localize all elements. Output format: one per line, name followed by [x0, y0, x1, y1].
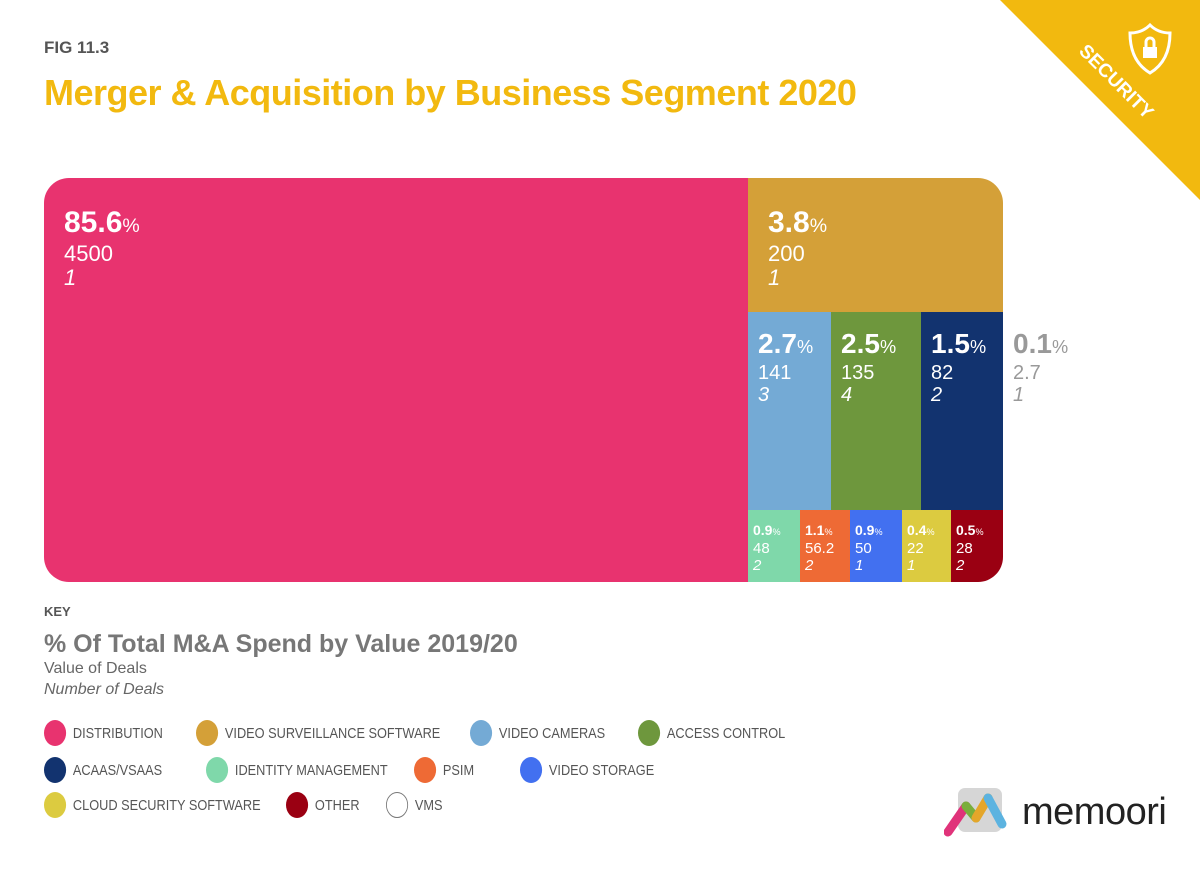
value-label: 82	[931, 362, 954, 384]
memoori-logo: memoori	[944, 786, 1167, 838]
value-label: 2.7	[1013, 362, 1041, 384]
deals-label: 1	[64, 265, 77, 291]
legend-swatch	[196, 720, 219, 746]
percent-label: 1.5%	[931, 328, 987, 359]
legend-label: OTHER	[314, 796, 360, 814]
value-label: 135	[841, 362, 875, 384]
legend-label: VIDEO CAMERAS	[498, 724, 606, 742]
security-badge: SECURITY	[1000, 0, 1200, 200]
legend-swatch	[470, 720, 493, 746]
legend-swatch	[414, 757, 437, 783]
percent-label: 0.1%	[1013, 328, 1069, 359]
percent-label: 0.5%	[956, 522, 984, 538]
value-label: 48	[753, 540, 770, 558]
treemap-cell-identity-management: 0.9% 48 2	[748, 510, 800, 582]
percent-label: 2.5%	[841, 328, 897, 359]
legend-swatch	[206, 757, 229, 783]
legend-item-access-control: ACCESS CONTROL	[638, 720, 785, 746]
legend-label: VIDEO STORAGE	[548, 761, 655, 779]
legend-item-video-surveillance-software: VIDEO SURVEILLANCE SOFTWARE	[196, 720, 440, 746]
legend-item-cloud-security-software: CLOUD SECURITY SOFTWARE	[44, 792, 261, 818]
legend-item-vms: VMS	[386, 792, 443, 818]
deals-label: 2	[805, 556, 814, 574]
deals-label: 1	[1013, 384, 1025, 406]
key-value-label: Value of Deals	[44, 660, 147, 677]
legend-label: ACCESS CONTROL	[666, 724, 786, 742]
deals-label: 2	[931, 384, 943, 406]
value-label: 56.2	[805, 540, 835, 558]
treemap-cell-video-cameras: 2.7% 141 3	[748, 312, 831, 510]
value-label: 50	[855, 540, 872, 558]
legend-swatch	[44, 720, 67, 746]
chart-title: Merger & Acquisition by Business Segment…	[44, 72, 857, 113]
legend-swatch	[638, 720, 661, 746]
deals-label: 1	[855, 556, 864, 574]
percent-label: 2.7%	[758, 328, 814, 359]
percent-label: 0.9%	[753, 522, 781, 538]
deals-label: 1	[768, 265, 781, 291]
percent-label: 85.6%	[64, 206, 140, 239]
shield-lock-icon	[1128, 22, 1172, 75]
treemap-cell-vms: 0.1% 2.7 1	[1003, 312, 1093, 510]
treemap-cell-acaas-vsaas: 1.5% 82 2	[921, 312, 1003, 510]
key-number-label: Number of Deals	[44, 681, 165, 698]
legend-swatch	[386, 792, 409, 818]
legend-swatch	[520, 757, 543, 783]
value-label: 22	[907, 540, 924, 558]
deals-label: 3	[758, 384, 770, 406]
treemap: 85.6% 4500 1 3.8% 200 1 2.7% 141 3 2.5% 135…	[44, 178, 1093, 582]
legend-swatch	[286, 792, 309, 818]
treemap-cell-video-surveillance-software: 3.8% 200 1	[748, 178, 1003, 312]
treemap-cell-other: 0.5% 28 2	[951, 510, 1003, 582]
percent-label: 1.1%	[805, 522, 833, 538]
treemap-cell-video-storage: 0.9% 50 1	[850, 510, 902, 582]
figure-label: FIG 11.3	[44, 38, 110, 57]
key-title: % Of Total M&A Spend by Value 2019/20	[44, 630, 518, 658]
legend-item-other: OTHER	[286, 792, 360, 818]
legend-item-identity-management: IDENTITY MANAGEMENT	[206, 757, 388, 783]
legend-label: VIDEO SURVEILLANCE SOFTWARE	[224, 724, 441, 742]
legend-item-video-cameras: VIDEO CAMERAS	[470, 720, 605, 746]
value-label: 28	[956, 540, 973, 558]
treemap-cell-distribution: 85.6% 4500 1	[44, 178, 748, 582]
legend-label: DISTRIBUTION	[72, 724, 163, 742]
treemap-cell-cloud-security-software: 0.4% 22 1	[902, 510, 951, 582]
deals-label: 1	[907, 556, 916, 574]
legend-label: PSIM	[442, 761, 475, 779]
legend-label: IDENTITY MANAGEMENT	[234, 761, 388, 779]
key-label: KEY	[44, 604, 71, 619]
percent-label: 3.8%	[768, 206, 828, 239]
treemap-cell-access-control: 2.5% 135 4	[831, 312, 921, 510]
legend-swatch	[44, 792, 67, 818]
value-label: 141	[758, 362, 792, 384]
percent-label: 0.9%	[855, 522, 883, 538]
deals-label: 4	[841, 384, 853, 406]
legend-item-distribution: DISTRIBUTION	[44, 720, 163, 746]
value-label: 4500	[64, 241, 113, 266]
deals-label: 2	[956, 556, 965, 574]
legend-swatch	[44, 757, 67, 783]
value-label: 200	[768, 241, 805, 266]
percent-label: 0.4%	[907, 522, 935, 538]
memoori-logo-icon	[944, 788, 1007, 837]
legend-item-psim: PSIM	[414, 757, 474, 783]
legend-label: VMS	[414, 796, 443, 814]
treemap-cell-psim: 1.1% 56.2 2	[800, 510, 850, 582]
legend-item-video-storage: VIDEO STORAGE	[520, 757, 654, 783]
legend-label: ACAAS/VSAAS	[72, 761, 163, 779]
legend-item-acaas-vsaas: ACAAS/VSAAS	[44, 757, 162, 783]
legend-label: CLOUD SECURITY SOFTWARE	[72, 796, 261, 814]
logo-text: memoori	[1022, 790, 1167, 833]
deals-label: 2	[753, 556, 762, 574]
